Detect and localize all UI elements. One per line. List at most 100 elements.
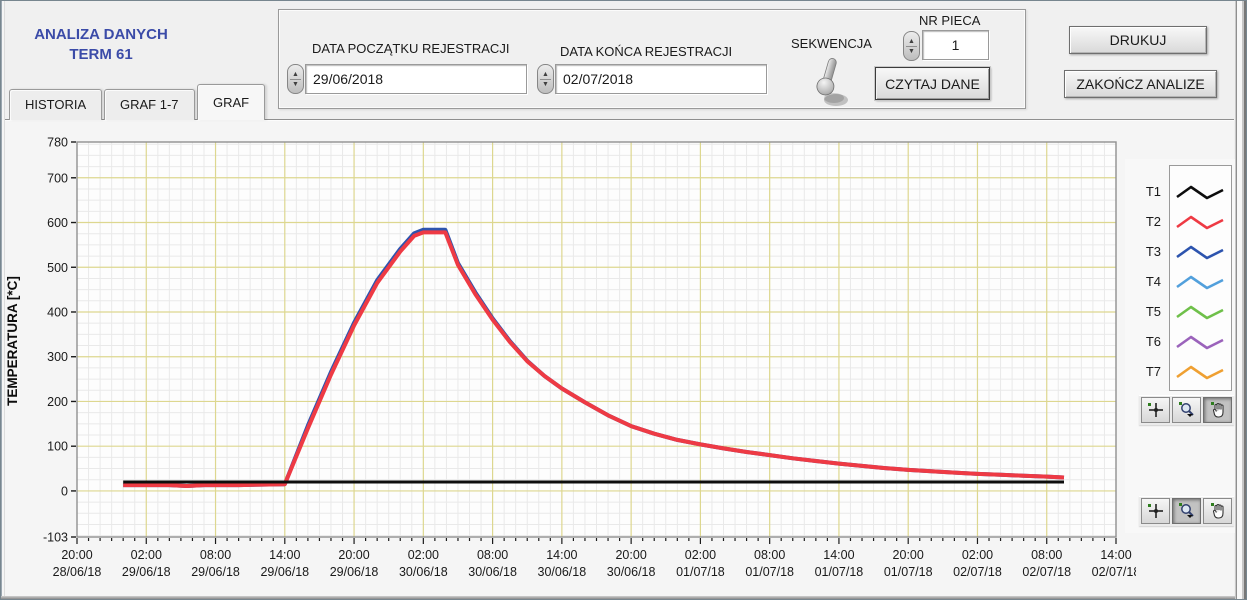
read-data-button[interactable]: CZYTAJ DANE — [875, 67, 990, 100]
legend-label: T7 — [1145, 364, 1161, 379]
legend-label: T3 — [1145, 244, 1161, 259]
svg-text:30/06/18: 30/06/18 — [538, 565, 587, 579]
svg-text:29/06/18: 29/06/18 — [122, 565, 171, 579]
svg-text:02/07/18: 02/07/18 — [1022, 565, 1071, 579]
svg-text:TEMPERATURA [*C]: TEMPERATURA [*C] — [5, 276, 20, 406]
svg-text:700: 700 — [47, 171, 68, 185]
legend-item-t2[interactable]: T2 — [1125, 211, 1233, 235]
svg-text:20:00: 20:00 — [61, 548, 92, 562]
svg-text:-103: -103 — [43, 531, 68, 545]
legend-label: T6 — [1145, 334, 1161, 349]
legend-box — [1169, 165, 1232, 391]
legend-line-sample-icon — [1176, 305, 1224, 320]
svg-text:01/07/18: 01/07/18 — [815, 565, 864, 579]
cursor-tool-button[interactable] — [1141, 397, 1170, 423]
legend-item-t5[interactable]: T5 — [1125, 301, 1233, 325]
spinner-up-icon[interactable]: ▲ — [908, 37, 915, 45]
control-panel: DATA POCZĄTKU REJESTRACJI ▲ ▼ 29/06/2018 … — [278, 9, 1026, 109]
svg-text:08:00: 08:00 — [754, 548, 785, 562]
graph-toolbar-axes — [1139, 496, 1234, 526]
svg-text:08:00: 08:00 — [477, 548, 508, 562]
svg-text:02:00: 02:00 — [685, 548, 716, 562]
tab-graf-1-7[interactable]: GRAF 1-7 — [104, 89, 195, 120]
window-left-edge — [1, 1, 5, 599]
temperature-graph[interactable]: 780 700 600 500 400 300 200 100 0 -103 20:00 28/06/… — [1, 119, 1136, 599]
svg-text:01/07/18: 01/07/18 — [676, 565, 725, 579]
legend-item-t6[interactable]: T6 — [1125, 331, 1233, 355]
end-date-spinner[interactable]: ▲ ▼ — [537, 64, 554, 94]
legend-label: T5 — [1145, 304, 1161, 319]
svg-text:08:00: 08:00 — [1031, 548, 1062, 562]
svg-text:30/06/18: 30/06/18 — [399, 565, 448, 579]
svg-text:14:00: 14:00 — [546, 548, 577, 562]
end-date-label: DATA KOŃCA REJESTRACJI — [560, 44, 733, 59]
furnace-number-field[interactable]: 1 — [922, 30, 989, 60]
svg-text:100: 100 — [47, 440, 68, 454]
svg-text:28/06/18: 28/06/18 — [53, 565, 102, 579]
svg-text:30/06/18: 30/06/18 — [468, 565, 517, 579]
pan-tool-button[interactable] — [1203, 498, 1232, 524]
zoom-tool-button[interactable] — [1172, 397, 1201, 423]
legend-item-t3[interactable]: T3 — [1125, 241, 1233, 265]
start-date-field[interactable]: 29/06/2018 — [305, 64, 527, 94]
toggle-switch-icon — [816, 58, 848, 106]
zoom-tool-button[interactable] — [1172, 498, 1201, 524]
legend-line-sample-icon — [1176, 185, 1224, 200]
sequence-toggle[interactable] — [809, 54, 853, 110]
print-button[interactable]: DRUKUJ — [1069, 26, 1207, 54]
svg-text:20:00: 20:00 — [615, 548, 646, 562]
legend-item-t4[interactable]: T4 — [1125, 271, 1233, 295]
window-right-edge — [1235, 1, 1246, 599]
svg-text:02:00: 02:00 — [131, 548, 162, 562]
furnace-number-label: NR PIECA — [919, 13, 981, 28]
legend-line-sample-icon — [1176, 365, 1224, 380]
window-bottom-edge — [1, 596, 1246, 599]
svg-text:200: 200 — [47, 395, 68, 409]
start-date-spinner[interactable]: ▲ ▼ — [287, 64, 304, 94]
legend-item-t7[interactable]: T7 — [1125, 361, 1233, 385]
graph-toolbar-legend — [1139, 395, 1234, 425]
svg-text:30/06/18: 30/06/18 — [607, 565, 656, 579]
pan-tool-button[interactable] — [1203, 397, 1232, 423]
sequence-label: SEKWENCJA — [791, 36, 872, 51]
graph-side-column: T1 T2 T3 T4 T5 T6 T7 — [1125, 159, 1235, 533]
svg-text:29/06/18: 29/06/18 — [191, 565, 240, 579]
legend-item-t1[interactable]: T1 — [1125, 181, 1233, 205]
tab-historia[interactable]: HISTORIA — [9, 89, 103, 120]
exit-analysis-button[interactable]: ZAKOŃCZ ANALIZE — [1064, 70, 1217, 98]
svg-text:300: 300 — [47, 350, 68, 364]
svg-text:14:00: 14:00 — [269, 548, 300, 562]
legend-line-sample-icon — [1176, 275, 1224, 290]
furnace-number-spinner[interactable]: ▲ ▼ — [903, 31, 920, 61]
app-title-line2: TERM 61 — [69, 46, 133, 63]
svg-text:01/07/18: 01/07/18 — [884, 565, 933, 579]
magnifier-icon — [1178, 402, 1194, 417]
svg-text:08:00: 08:00 — [200, 548, 231, 562]
crosshair-icon — [1147, 504, 1163, 518]
legend-line-sample-icon — [1176, 215, 1224, 230]
legend-label: T2 — [1145, 214, 1161, 229]
legend-label: T1 — [1145, 184, 1161, 199]
svg-text:02/07/18: 02/07/18 — [953, 565, 1002, 579]
svg-text:500: 500 — [47, 261, 68, 275]
svg-text:14:00: 14:00 — [1100, 548, 1131, 562]
tab-graf[interactable]: GRAF — [197, 84, 266, 120]
legend-line-sample-icon — [1176, 245, 1224, 260]
svg-text:0: 0 — [61, 484, 68, 498]
cursor-tool-button[interactable] — [1141, 498, 1170, 524]
svg-text:02/07/18: 02/07/18 — [1092, 565, 1136, 579]
svg-text:02:00: 02:00 — [962, 548, 993, 562]
spinner-up-icon[interactable]: ▲ — [292, 70, 299, 78]
spinner-down-icon[interactable]: ▼ — [292, 80, 299, 88]
svg-text:20:00: 20:00 — [338, 548, 369, 562]
magnifier-icon — [1178, 503, 1194, 518]
crosshair-icon — [1147, 403, 1163, 417]
end-date-field[interactable]: 02/07/2018 — [555, 64, 767, 94]
hand-icon — [1210, 503, 1224, 519]
spinner-down-icon[interactable]: ▼ — [908, 47, 915, 55]
spinner-down-icon[interactable]: ▼ — [542, 80, 549, 88]
spinner-up-icon[interactable]: ▲ — [542, 70, 549, 78]
svg-text:02:00: 02:00 — [408, 548, 439, 562]
svg-text:29/06/18: 29/06/18 — [330, 565, 379, 579]
